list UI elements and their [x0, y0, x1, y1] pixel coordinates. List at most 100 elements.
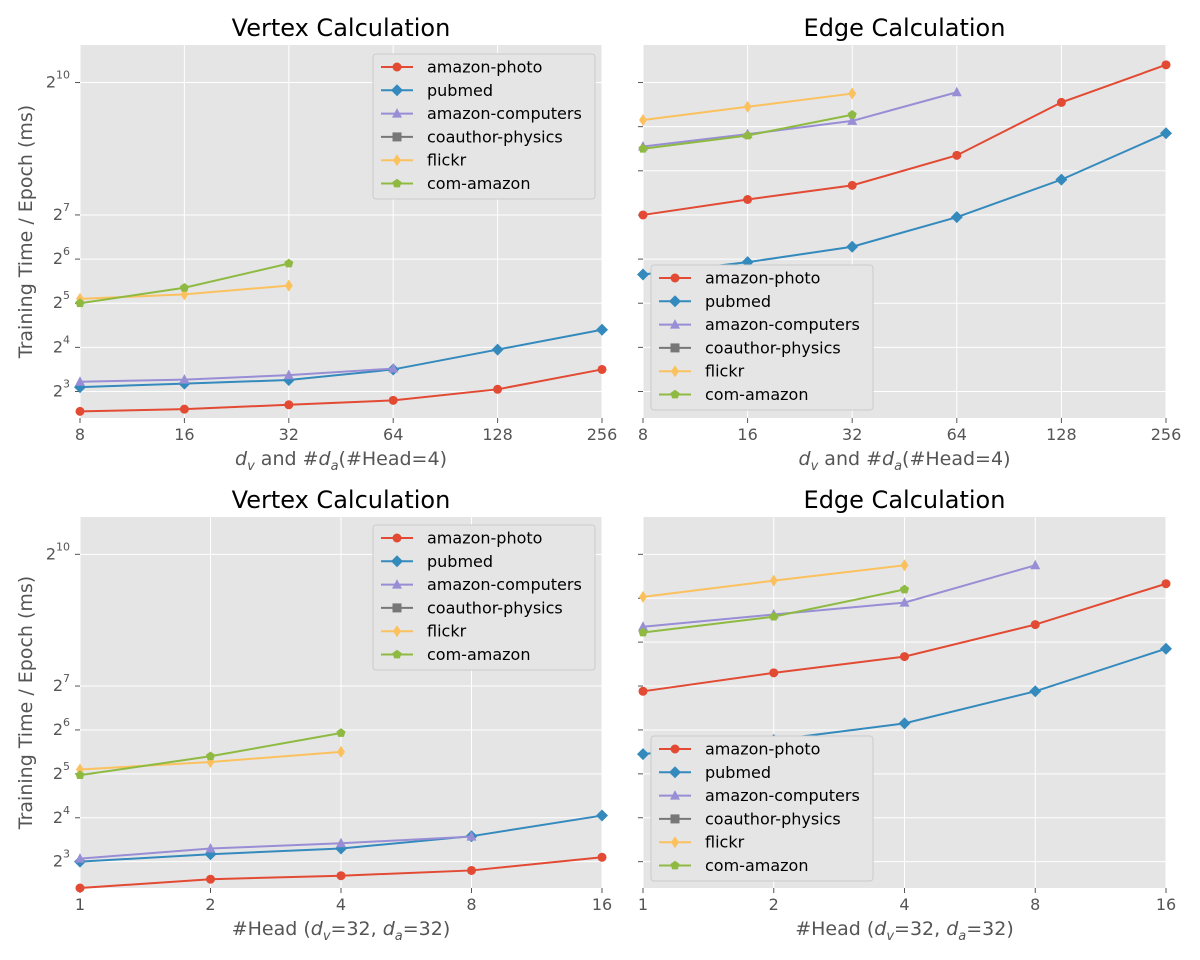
legend-marker-amazon-computers — [392, 108, 402, 118]
data-point-amazon-photo — [75, 406, 85, 416]
legend-marker-pubmed — [391, 555, 403, 568]
data-point-pubmed — [898, 717, 911, 730]
chart-title: Edge Calculation — [804, 14, 1006, 42]
y-axis-label: Training Time / Epoch (ms) — [15, 105, 37, 359]
legend-label-pubmed: pubmed — [705, 292, 771, 311]
x-axis-label: #Head (dv=32, da=32) — [232, 918, 451, 944]
legend-label-coauthor-physics: coauthor-physics — [427, 598, 563, 617]
x-tick-label: 32 — [279, 425, 299, 444]
legend-marker-amazon-photo — [670, 273, 680, 283]
data-point-amazon-photo — [743, 194, 753, 204]
legend-label-amazon-photo: amazon-photo — [427, 529, 542, 548]
legend-label-amazon-computers: amazon-computers — [705, 315, 860, 334]
x-tick-label: 64 — [947, 425, 967, 444]
x-tick-label: 16 — [1156, 895, 1176, 914]
legend-label-flickr: flickr — [705, 833, 745, 852]
x-tick-label: 2 — [769, 895, 779, 914]
data-point-amazon-photo — [467, 865, 476, 875]
legend-label-pubmed: pubmed — [427, 552, 493, 571]
y-axis-label: Training Time / Epoch (ms) — [15, 576, 37, 830]
data-point-com-amazon — [75, 770, 85, 780]
data-point-amazon-photo — [1161, 60, 1171, 70]
legend-marker-amazon-photo — [392, 533, 402, 543]
data-point-amazon-computers — [179, 374, 190, 384]
legend-box — [372, 524, 596, 671]
y-tick-label: 23 — [53, 378, 70, 401]
chart-panel-4: 1 2 4 8 16 Edge Calculation #Head (dv=32, da=3… — [637, 486, 1176, 944]
legend-marker-coauthor-physics — [670, 814, 680, 824]
legend-marker-pubmed — [669, 766, 681, 779]
data-point-amazon-photo — [638, 686, 648, 696]
series-line-amazon-photo — [642, 63, 1167, 216]
legend-label-amazon-computers: amazon-computers — [705, 786, 860, 805]
legend-marker-com-amazon — [392, 649, 402, 659]
legend-marker-com-amazon — [392, 178, 402, 188]
data-point-amazon-computers — [283, 369, 294, 380]
legend-label-pubmed: pubmed — [705, 763, 771, 782]
data-point-amazon-photo — [388, 395, 398, 405]
legend-marker-coauthor-physics — [392, 603, 402, 613]
y-tick-label: 24 — [53, 804, 70, 827]
data-point-flickr — [848, 87, 857, 100]
legend-label-flickr: flickr — [427, 622, 467, 641]
legend-label-com-amazon: com-amazon — [427, 174, 530, 193]
data-point-pubmed — [846, 240, 859, 253]
legend-label-com-amazon: com-amazon — [705, 385, 808, 404]
series-layer — [74, 258, 608, 416]
y-tick-label: 25 — [53, 289, 70, 312]
data-point-com-amazon — [899, 584, 910, 594]
legend-label-com-amazon: com-amazon — [427, 645, 530, 664]
x-tick-label: 4 — [336, 895, 346, 914]
legend-box — [372, 53, 596, 200]
data-point-amazon-computers — [951, 86, 962, 97]
data-point-flickr — [284, 279, 293, 292]
y-tick-label: 25 — [53, 760, 70, 783]
x-tick-label: 128 — [1046, 425, 1077, 444]
data-point-com-amazon — [769, 611, 779, 621]
legend-marker-flickr — [393, 625, 401, 638]
data-point-amazon-photo — [597, 364, 607, 374]
data-point-amazon-computers — [388, 363, 399, 373]
x-tick-label: 8 — [75, 425, 85, 444]
data-point-pubmed — [1160, 642, 1172, 655]
legend-marker-flickr — [671, 836, 679, 849]
x-tick-label: 16 — [737, 425, 757, 444]
data-point-flickr — [743, 100, 752, 113]
data-point-amazon-photo — [75, 883, 85, 893]
legend-label-com-amazon: com-amazon — [705, 856, 808, 875]
x-tick-label: 1 — [75, 895, 85, 914]
legend-box — [650, 264, 874, 411]
legend-marker-amazon-photo — [392, 62, 402, 72]
chart-panel-2: 8 16 32 64 128 256 Edge Calculation dv and #da(… — [637, 14, 1181, 474]
legend-label-amazon-photo: amazon-photo — [705, 740, 820, 759]
legend-marker-com-amazon — [670, 860, 680, 870]
data-point-pubmed — [1160, 127, 1172, 140]
x-tick-label: 256 — [1151, 425, 1182, 444]
legend-marker-amazon-photo — [670, 744, 680, 754]
series-line-amazon-photo — [79, 368, 603, 413]
data-point-amazon-computers — [899, 597, 910, 607]
series-layer — [637, 60, 1172, 281]
legend: amazon-photo pubmed amazon-computers coauth… — [372, 53, 596, 200]
legend: amazon-photo pubmed amazon-computers coauth… — [650, 264, 874, 411]
legend-marker-coauthor-physics — [392, 132, 402, 142]
data-point-amazon-computers — [205, 842, 216, 853]
x-tick-label: 2 — [205, 895, 215, 914]
data-point-amazon-photo — [900, 652, 909, 662]
data-point-amazon-computers — [638, 621, 648, 631]
y-tick-label: 24 — [53, 333, 70, 356]
data-point-amazon-photo — [206, 874, 215, 884]
legend-label-amazon-computers: amazon-computers — [427, 575, 582, 594]
data-point-flickr — [900, 559, 909, 572]
data-point-amazon-computers — [847, 115, 858, 125]
x-tick-label: 32 — [842, 425, 862, 444]
data-point-com-amazon — [847, 109, 857, 119]
legend-marker-flickr — [671, 365, 679, 378]
series-layer — [74, 728, 608, 893]
chart-title: Vertex Calculation — [232, 486, 451, 514]
legend-marker-amazon-computers — [392, 579, 402, 589]
x-tick-label: 8 — [638, 425, 648, 444]
legend: amazon-photo pubmed amazon-computers coauth… — [372, 524, 596, 671]
series-line-amazon-computers — [79, 367, 394, 383]
